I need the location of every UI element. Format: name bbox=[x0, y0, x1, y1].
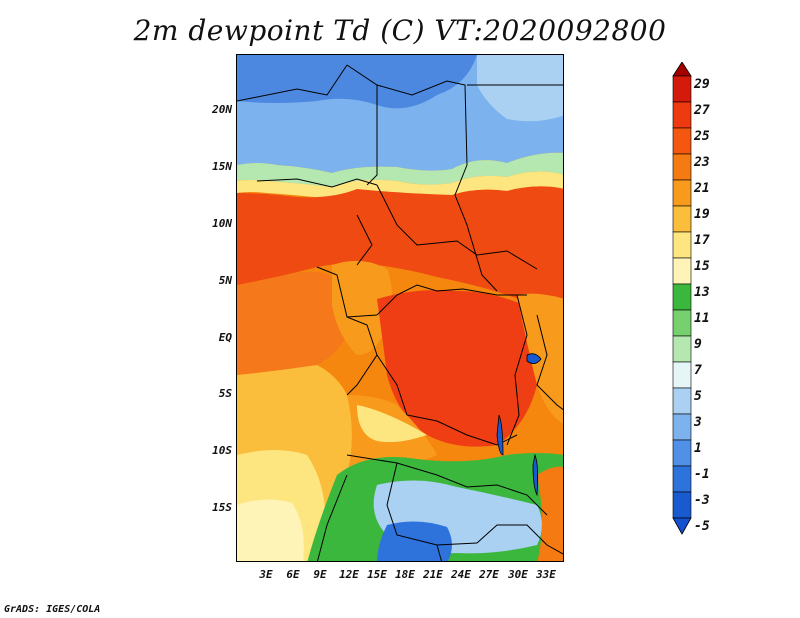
region-sahel-transition bbox=[237, 152, 563, 187]
border-segment bbox=[366, 85, 378, 186]
colorbar-segment bbox=[672, 309, 692, 337]
lakes bbox=[496, 353, 542, 497]
border-segment bbox=[376, 184, 538, 270]
region-gulf-of-guinea bbox=[237, 271, 351, 375]
colorbar-label-29: 29 bbox=[694, 77, 710, 92]
colorbar-bottom-arrow bbox=[672, 517, 692, 535]
region-mozambique-coast bbox=[537, 466, 563, 561]
lat-label-10N: 10N bbox=[212, 217, 232, 230]
colorbar-segment bbox=[672, 127, 692, 155]
lat-label-20N: 20N bbox=[212, 103, 232, 116]
colorbar-label-3: 3 bbox=[694, 415, 702, 430]
colorbar-label-minus5: -5 bbox=[694, 519, 710, 534]
lon-label-30E: 30E bbox=[508, 568, 528, 581]
colorbar-segment bbox=[672, 491, 692, 519]
colorbar-label-5: 5 bbox=[694, 389, 702, 404]
colorbar-segment bbox=[672, 257, 692, 285]
lon-label-9E: 9E bbox=[313, 568, 327, 581]
colorbar-label-minus1: -1 bbox=[694, 467, 710, 482]
country-borders bbox=[237, 64, 563, 561]
lake-tanganyika bbox=[496, 414, 504, 456]
lake-victoria bbox=[526, 353, 542, 364]
colorbar-segment bbox=[672, 179, 692, 207]
region-sahel-yellow bbox=[237, 171, 563, 199]
colorbar-segment bbox=[672, 361, 692, 389]
colorbar-label-7: 7 bbox=[694, 363, 702, 378]
lat-label-5N: 5N bbox=[218, 274, 232, 287]
colorbar-segment bbox=[672, 153, 692, 181]
colorbar-segment bbox=[672, 101, 692, 129]
border-segment bbox=[386, 462, 478, 546]
colorbar-label-11: 11 bbox=[694, 311, 710, 326]
border-segment bbox=[376, 354, 518, 446]
colorbar-label-25: 25 bbox=[694, 129, 710, 144]
colorbar-top-arrow bbox=[672, 62, 692, 77]
colorbar-segment bbox=[672, 231, 692, 259]
lon-label-15E: 15E bbox=[367, 568, 387, 581]
colorbar-segment bbox=[672, 439, 692, 467]
dewpoint-map bbox=[237, 55, 563, 561]
lon-label-27E: 27E bbox=[479, 568, 499, 581]
chart-title: 2m dewpoint Td (C) VT:2020092800 bbox=[133, 14, 667, 47]
colorbar-segment bbox=[672, 75, 692, 103]
colorbar-label-17: 17 bbox=[694, 233, 710, 248]
region-cameroon-highland bbox=[332, 260, 392, 355]
colorbar-label-1: 1 bbox=[694, 441, 702, 456]
region-south-atlantic-coolest bbox=[237, 499, 304, 561]
lat-label-15N: 15N bbox=[212, 160, 232, 173]
lat-label-15S: 15S bbox=[212, 501, 232, 514]
colorbar-label-minus3: -3 bbox=[694, 493, 710, 508]
colorbar-label-13: 13 bbox=[694, 285, 710, 300]
region-congo-basin bbox=[377, 290, 542, 447]
lat-label-EQ: EQ bbox=[218, 331, 232, 344]
lon-label-3E: 3E bbox=[259, 568, 273, 581]
colorbar-segment bbox=[672, 205, 692, 233]
border-segment bbox=[356, 214, 373, 266]
colorbar-label-15: 15 bbox=[694, 259, 710, 274]
region-kalahari-dry bbox=[377, 521, 452, 561]
lon-label-24E: 24E bbox=[451, 568, 471, 581]
border-segment bbox=[237, 64, 348, 102]
border-segment bbox=[476, 524, 563, 555]
border-segment bbox=[256, 178, 378, 188]
colorbar-label-19: 19 bbox=[694, 207, 710, 222]
border-segment bbox=[346, 64, 468, 166]
lat-label-5S: 5S bbox=[218, 387, 232, 400]
lon-label-12E: 12E bbox=[339, 568, 359, 581]
map-panel bbox=[236, 54, 564, 562]
border-segment bbox=[317, 474, 348, 561]
colorbar-segment bbox=[672, 465, 692, 493]
colorbar-segment bbox=[672, 283, 692, 311]
colorbar-segment bbox=[672, 413, 692, 441]
credit-text: GrADS: IGES/COLA bbox=[4, 604, 101, 615]
border-segment bbox=[506, 294, 528, 446]
border-segment bbox=[436, 544, 442, 561]
region-libya-egypt bbox=[477, 55, 563, 122]
lon-label-21E: 21E bbox=[423, 568, 443, 581]
border-segment bbox=[316, 266, 378, 318]
colorbar-label-9: 9 bbox=[694, 337, 702, 352]
colorbar-label-21: 21 bbox=[694, 181, 710, 196]
colorbar-segments bbox=[672, 62, 692, 535]
colorbar-segment bbox=[672, 335, 692, 363]
colorbar-label-27: 27 bbox=[694, 103, 710, 118]
lake-malawi bbox=[532, 453, 539, 497]
lat-label-10S: 10S bbox=[212, 444, 232, 457]
lon-label-18E: 18E bbox=[395, 568, 415, 581]
border-segment bbox=[536, 314, 563, 411]
lon-label-33E: 33E bbox=[536, 568, 556, 581]
colorbar-segment bbox=[672, 387, 692, 415]
colorbar bbox=[672, 62, 692, 535]
region-angola-yellow bbox=[357, 405, 427, 443]
colorbar-label-23: 23 bbox=[694, 155, 710, 170]
region-sahara-core bbox=[237, 55, 477, 109]
border-segment bbox=[454, 164, 498, 292]
lon-label-6E: 6E bbox=[286, 568, 300, 581]
border-segment bbox=[376, 284, 527, 316]
region-west-africa-humid bbox=[237, 186, 563, 315]
